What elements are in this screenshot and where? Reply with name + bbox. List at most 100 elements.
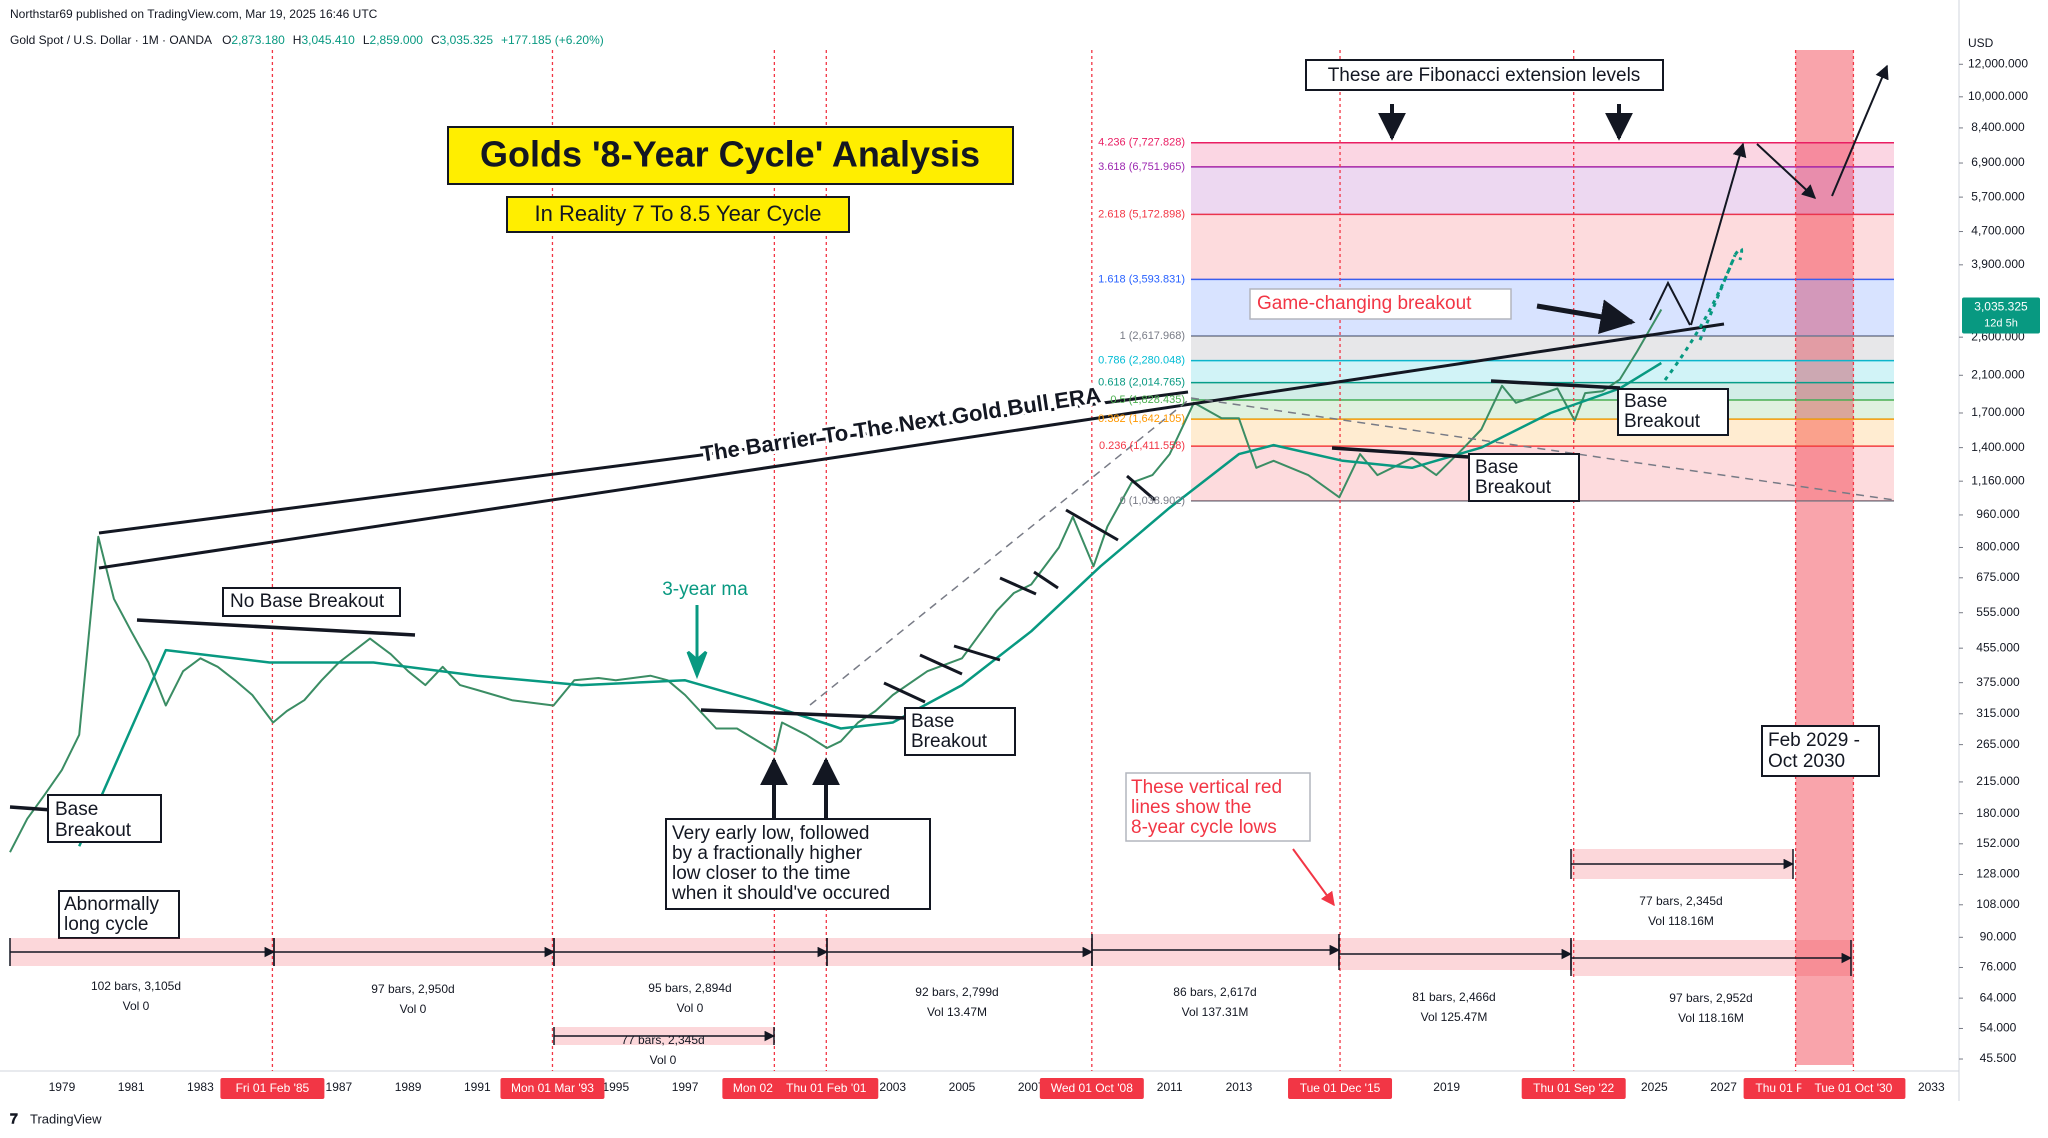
cycle-date-label: Thu 01 Sep '22 [1533, 1081, 1614, 1095]
projection-arrow [1831, 64, 1889, 197]
cycle-date-tag: Tue 01 Oct '30 [1801, 1078, 1906, 1099]
projection-path [1649, 280, 1691, 326]
base-line [1490, 379, 1621, 390]
x-tick-label: 1991 [464, 1080, 491, 1094]
breakout-arrow [1536, 299, 1636, 335]
date-range: 97 bars, 2,952d Vol 118.16M [1570, 940, 1853, 1025]
x-tick-label: 2013 [1226, 1080, 1253, 1094]
y-tick-label: 12,000.000 [1968, 56, 2028, 70]
fib-band [1191, 214, 1894, 280]
y-tick-label: 2,100.000 [1971, 367, 2025, 381]
fib-label: 0.5 (1,828.435) [1110, 394, 1185, 406]
cycle-date-box [774, 1078, 879, 1099]
projection-arrow [1756, 143, 1817, 199]
range-vol: Vol 0 [400, 1002, 427, 1016]
fib-band [1191, 142, 1894, 167]
header-field: C [431, 33, 440, 47]
header-field: 2,873.180 [231, 33, 285, 47]
no-base-box [222, 587, 401, 617]
fib-note-box [1305, 59, 1664, 91]
range-bars: 77 bars, 2,345d [621, 1033, 704, 1047]
y-tick-label: 1,700.000 [1971, 405, 2025, 419]
y-tick-label: 555.000 [1976, 605, 2020, 619]
abnormal-text: Abnormally [64, 894, 160, 915]
base-box: Base Breakout [1468, 453, 1580, 502]
no-base-label: No Base Breakout [230, 591, 385, 612]
footer: TradingView [30, 1111, 102, 1126]
y-tick-label: 265.000 [1976, 737, 2020, 751]
barrier-line [98, 390, 1189, 535]
y-tick-label: 64.000 [1980, 990, 2017, 1004]
x-tick-label: 1989 [395, 1080, 422, 1094]
red-lines-box: These vertical red lines show the 8-year… [1125, 772, 1311, 842]
y-tick-label: 152.000 [1976, 836, 2020, 850]
x-tick-label: 2025 [1641, 1080, 1668, 1094]
base-text: Breakout [55, 820, 132, 841]
y-tick-label: 1,160.000 [1971, 473, 2025, 487]
fib-label: 1.618 (3,593.831) [1098, 273, 1185, 285]
base-text: Breakout [911, 731, 988, 752]
range-vol: Vol 13.47M [927, 1005, 987, 1019]
cycle-window [1795, 50, 1854, 1065]
x-tick-label: 1981 [118, 1080, 145, 1094]
symbol-line: Gold Spot / U.S. Dollar · 1M · OANDA O2,8… [10, 33, 604, 47]
dashed-trend [809, 397, 1192, 706]
cycle-date-box [1288, 1078, 1393, 1099]
projection-dotted [1663, 247, 1744, 381]
base-line [1331, 446, 1470, 459]
range-bars: 95 bars, 2,894d [648, 981, 731, 995]
y-tick-label: 800.000 [1976, 540, 2020, 554]
window-text: Feb 2029 - [1768, 730, 1860, 751]
base-box: Base Breakout [47, 794, 162, 843]
fib-band [1191, 419, 1894, 447]
cycle-date-tag: Thu 01 Sep '22 [1521, 1078, 1626, 1099]
date-range: 102 bars, 3,105d Vol 0 [9, 938, 276, 1013]
y-tick-label: 45.500 [1980, 1051, 2017, 1065]
currency: USD [1968, 36, 1994, 50]
range-vol: Vol 137.31M [1182, 1005, 1249, 1019]
range-vol: Vol 0 [123, 999, 150, 1013]
base-text: Base [911, 711, 954, 732]
y-tick-label: 315.000 [1976, 706, 2020, 720]
y-tick-label: 10,000.000 [1968, 89, 2028, 103]
base-text: Base [1475, 457, 1518, 478]
cycle-date-box [1039, 1078, 1144, 1099]
y-tick-label: 455.000 [1976, 640, 2020, 654]
range-bars: 97 bars, 2,952d [1669, 991, 1752, 1005]
x-tick-label: 2033 [1918, 1080, 1945, 1094]
range-bars: 97 bars, 2,950d [371, 982, 454, 996]
header-field: 3,045.410 [301, 33, 355, 47]
cycle-date-box [1521, 1078, 1626, 1099]
range-bars: 86 bars, 2,617d [1173, 985, 1256, 999]
date-range: 95 bars, 2,894d Vol 0 [553, 938, 829, 1015]
base-text: Base [55, 799, 98, 820]
early-low-text: when it should've occured [671, 883, 890, 904]
range-bars: 81 bars, 2,466d [1412, 990, 1495, 1004]
cycle-date-label: Tue 01 Dec '15 [1300, 1081, 1381, 1095]
fib-label: 3.618 (6,751.965) [1098, 161, 1185, 173]
x-tick-label: 2005 [949, 1080, 976, 1094]
fib-label: 0.618 (2,014.765) [1098, 377, 1185, 389]
cycle-date-tag: Wed 01 Oct '08 [1039, 1078, 1144, 1099]
date-range: 92 bars, 2,799d Vol 13.47M [826, 938, 1094, 1019]
y-tick-label: 6,900.000 [1971, 155, 2025, 169]
x-tick-label: 2003 [879, 1080, 906, 1094]
fib-band [1191, 335, 1894, 361]
red-lines-text: lines show the [1131, 797, 1251, 818]
header-field: O [222, 33, 231, 47]
header-field: +177.185 (+6.20%) [501, 33, 604, 47]
price-line [9, 309, 1663, 853]
fib-label: 0 (1,038.902) [1120, 495, 1185, 507]
cycle-date-label: Wed 01 Oct '08 [1051, 1081, 1133, 1095]
y-tick-label: 180.000 [1976, 806, 2020, 820]
range-bars: 92 bars, 2,799d [915, 985, 998, 999]
y-tick-label: 54.000 [1980, 1021, 2017, 1035]
projection-arrow [1690, 142, 1747, 326]
x-tick-label: 2027 [1710, 1080, 1737, 1094]
base-box: Base Breakout [904, 707, 1016, 756]
range-bars: 102 bars, 3,105d [91, 979, 181, 993]
y-tick-label: 90.000 [1980, 929, 2017, 943]
dashed-trend [1190, 397, 1895, 501]
cycle-date-tag: Mon 01 Mar '93 [500, 1078, 605, 1099]
